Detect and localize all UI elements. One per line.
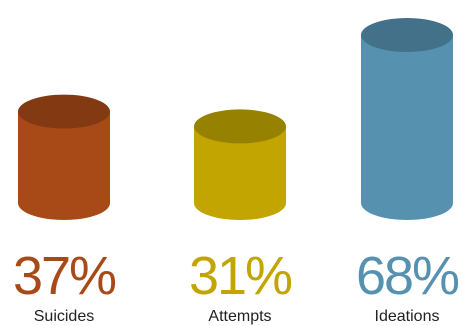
cylinder-top	[194, 109, 286, 144]
cylinder-top	[361, 18, 453, 52]
category-label: Ideations	[375, 308, 440, 325]
cylinder-body	[194, 126, 286, 220]
cylinder-bar-ideations: 68% Ideations	[356, 18, 461, 325]
category-label: Suicides	[34, 308, 94, 325]
cylinder-bar-suicides: 37% Suicides	[13, 94, 118, 325]
cylinder-bar-attempts: 31% Attempts	[189, 109, 294, 325]
cylinder-body	[361, 35, 453, 220]
cylinder-body	[18, 111, 110, 220]
cylinder-top	[18, 94, 110, 129]
category-label: Attempts	[208, 308, 271, 325]
value-label: 31%	[189, 246, 292, 306]
value-label: 37%	[13, 246, 116, 306]
value-label: 68%	[356, 246, 459, 306]
